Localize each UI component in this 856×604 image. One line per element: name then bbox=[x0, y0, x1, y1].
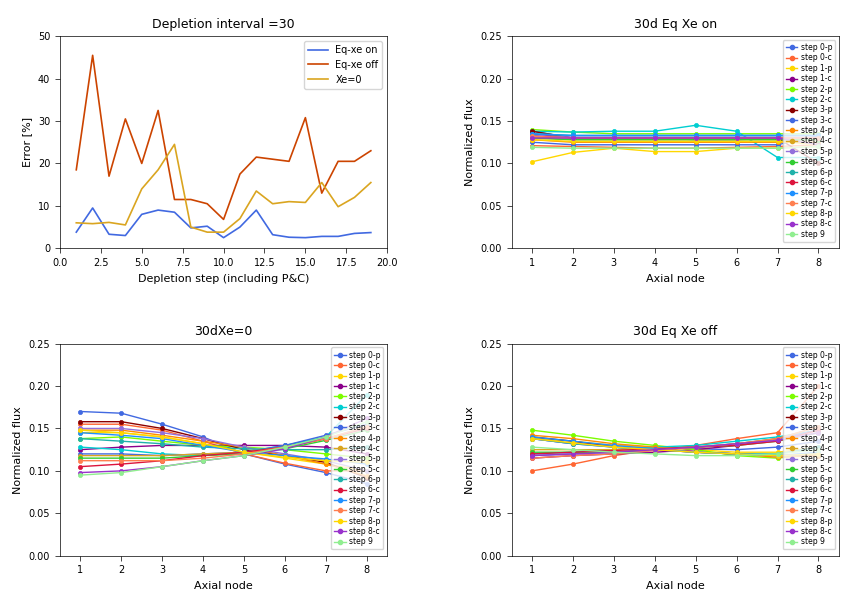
Y-axis label: Normalized flux: Normalized flux bbox=[465, 98, 475, 186]
Eq-xe on bbox=[71, 228, 81, 236]
Xe=0 bbox=[251, 187, 261, 194]
Title: 30d Eq Xe on: 30d Eq Xe on bbox=[633, 18, 716, 31]
Eq-xe off bbox=[300, 114, 311, 121]
Eq-xe off bbox=[349, 158, 360, 165]
Eq-xe on bbox=[317, 233, 327, 240]
Eq-xe off bbox=[251, 153, 261, 161]
Legend: step 0-p, step 0-c, step 1-p, step 1-c, step 2-p, step 2-c, step 3-p, step 3-c, : step 0-p, step 0-c, step 1-p, step 1-c, … bbox=[783, 40, 835, 242]
Eq-xe off bbox=[120, 115, 130, 123]
Eq-xe off bbox=[104, 173, 114, 180]
Xe=0 bbox=[120, 221, 130, 228]
Eq-xe on bbox=[104, 231, 114, 238]
Eq-xe on bbox=[186, 224, 196, 231]
Eq-xe off bbox=[202, 200, 212, 207]
Eq-xe off bbox=[169, 196, 180, 203]
Eq-xe on bbox=[333, 233, 343, 240]
Xe=0 bbox=[71, 219, 81, 226]
X-axis label: Axial node: Axial node bbox=[646, 581, 704, 591]
Eq-xe on bbox=[218, 234, 229, 241]
Xe=0 bbox=[202, 228, 212, 236]
Eq-xe on bbox=[251, 207, 261, 214]
Eq-xe off bbox=[71, 166, 81, 173]
Eq-xe off bbox=[235, 170, 245, 178]
Y-axis label: Error [%]: Error [%] bbox=[22, 117, 33, 167]
Eq-xe off bbox=[186, 196, 196, 203]
Eq-xe off bbox=[317, 190, 327, 197]
Eq-xe on bbox=[300, 234, 311, 241]
Xe=0 bbox=[349, 194, 360, 201]
Title: 30dXe=0: 30dXe=0 bbox=[194, 326, 253, 338]
X-axis label: Axial node: Axial node bbox=[646, 274, 704, 283]
Xe=0 bbox=[268, 200, 278, 207]
Xe=0 bbox=[186, 223, 196, 231]
Eq-xe off bbox=[218, 216, 229, 223]
Xe=0 bbox=[153, 166, 163, 173]
Eq-xe on bbox=[268, 231, 278, 239]
Xe=0 bbox=[300, 199, 311, 206]
Title: Depletion interval =30: Depletion interval =30 bbox=[152, 18, 294, 31]
Xe=0 bbox=[87, 220, 98, 227]
X-axis label: Depletion step (including P&C): Depletion step (including P&C) bbox=[138, 274, 309, 283]
Eq-xe off bbox=[137, 160, 147, 167]
Eq-xe on bbox=[202, 223, 212, 230]
Xe=0 bbox=[235, 215, 245, 222]
Eq-xe off bbox=[366, 147, 376, 155]
Eq-xe on bbox=[235, 223, 245, 231]
Eq-xe on bbox=[284, 234, 294, 241]
Eq-xe off bbox=[333, 158, 343, 165]
Xe=0 bbox=[366, 179, 376, 186]
Xe=0 bbox=[333, 203, 343, 210]
Legend: step 0-p, step 0-c, step 1-p, step 1-c, step 2-p, step 2-c, step 3-p, step 3-c, : step 0-p, step 0-c, step 1-p, step 1-c, … bbox=[783, 347, 835, 550]
Eq-xe on bbox=[120, 232, 130, 239]
Legend: Eq-xe on, Eq-xe off, Xe=0: Eq-xe on, Eq-xe off, Xe=0 bbox=[305, 41, 383, 89]
Eq-xe on bbox=[137, 211, 147, 218]
Eq-xe on bbox=[366, 229, 376, 236]
Xe=0 bbox=[284, 198, 294, 205]
Line: Eq-xe on: Eq-xe on bbox=[76, 208, 371, 237]
Title: 30d Eq Xe off: 30d Eq Xe off bbox=[633, 326, 717, 338]
Y-axis label: Normalized flux: Normalized flux bbox=[13, 406, 23, 493]
X-axis label: Axial node: Axial node bbox=[194, 581, 253, 591]
Xe=0 bbox=[317, 179, 327, 186]
Eq-xe on bbox=[153, 207, 163, 214]
Eq-xe off bbox=[87, 52, 98, 59]
Eq-xe on bbox=[87, 204, 98, 211]
Xe=0 bbox=[104, 219, 114, 226]
Xe=0 bbox=[218, 228, 229, 236]
Legend: step 0-p, step 0-c, step 1-p, step 1-c, step 2-p, step 2-c, step 3-p, step 3-c, : step 0-p, step 0-c, step 1-p, step 1-c, … bbox=[331, 347, 383, 550]
Y-axis label: Normalized flux: Normalized flux bbox=[465, 406, 475, 493]
Line: Eq-xe off: Eq-xe off bbox=[76, 56, 371, 219]
Xe=0 bbox=[137, 185, 147, 193]
Eq-xe on bbox=[169, 208, 180, 216]
Eq-xe off bbox=[153, 107, 163, 114]
Xe=0 bbox=[169, 141, 180, 148]
Line: Xe=0: Xe=0 bbox=[76, 144, 371, 232]
Eq-xe on bbox=[349, 230, 360, 237]
Eq-xe off bbox=[268, 156, 278, 163]
Eq-xe off bbox=[284, 158, 294, 165]
